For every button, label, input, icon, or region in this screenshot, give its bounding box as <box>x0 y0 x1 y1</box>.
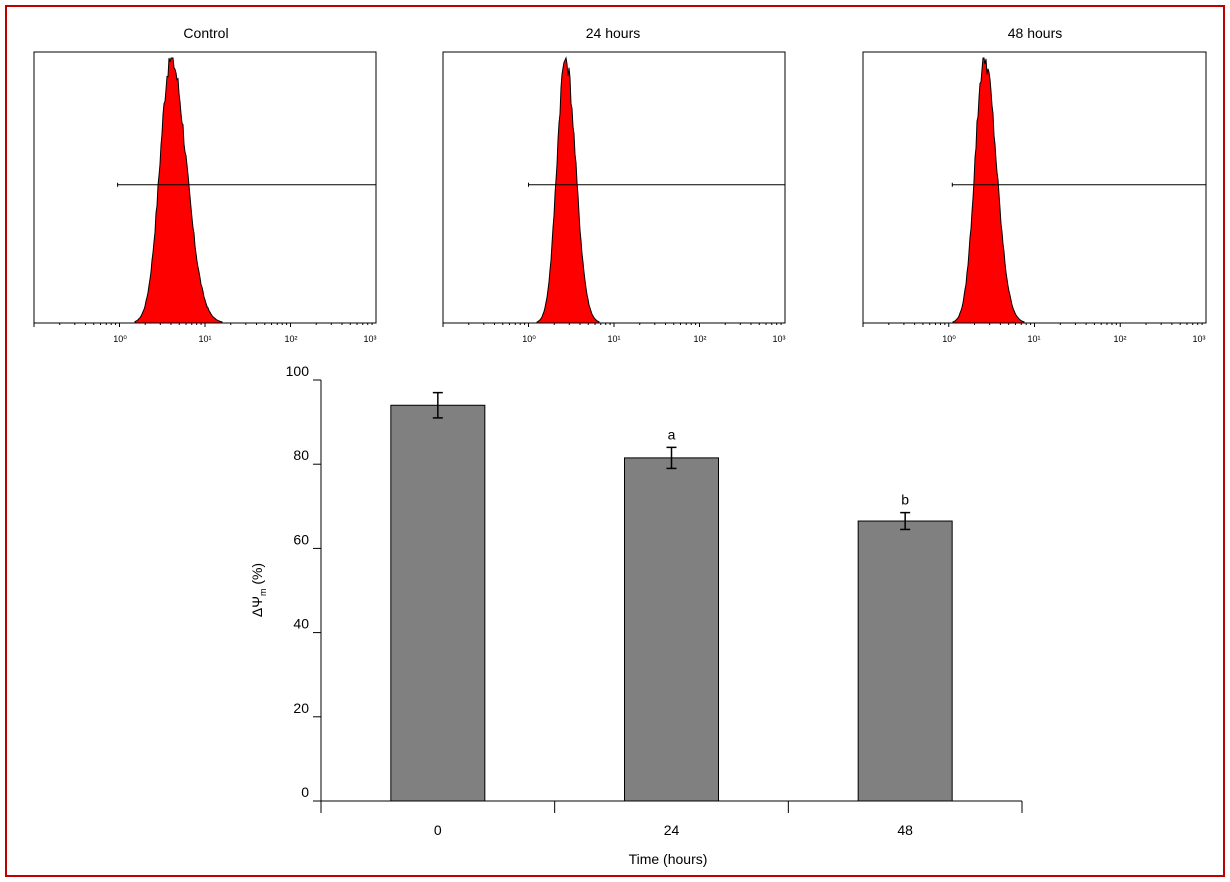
x-tick-label: 48 <box>897 822 913 838</box>
x-tick-label: 0 <box>434 822 442 838</box>
y-tick-label: 100 <box>286 363 310 379</box>
x-axis-ticks <box>320 801 1023 813</box>
histogram-peak <box>536 56 600 324</box>
x-axis-label: Time (hours) <box>629 851 708 867</box>
x-tick-label: 10² <box>693 334 706 344</box>
histogram-frame <box>442 51 786 324</box>
histogram-24-hours: 24 hours 10⁰ 10¹ 10² 10³ <box>442 25 786 344</box>
x-tick-label: 10⁰ <box>113 334 127 344</box>
x-tick-label: 10¹ <box>607 334 620 344</box>
x-tick-label: 10³ <box>363 334 376 344</box>
x-tick-label: 10¹ <box>198 334 211 344</box>
histogram-title: 48 hours <box>1008 25 1062 41</box>
histogram-plot <box>442 56 785 327</box>
x-tick-label: 10¹ <box>1027 334 1040 344</box>
bar-0 <box>390 404 486 802</box>
y-axis-label-main: ΔΨ <box>249 596 265 617</box>
y-tick-label: 0 <box>301 784 309 800</box>
histogram-48-hours: 48 hours 10⁰ 10¹ 10² 10³ <box>862 25 1207 344</box>
significance-label: b <box>901 492 909 508</box>
significance-label: a <box>668 426 676 442</box>
histogram-plot <box>862 57 1206 327</box>
x-tick-label: 10² <box>1113 334 1126 344</box>
histogram-peak <box>134 57 223 324</box>
x-tick-label: 10³ <box>772 334 785 344</box>
x-tick-label: 10⁰ <box>942 334 956 344</box>
x-tick-label: 10³ <box>1192 334 1205 344</box>
bars: 0 a 24 b 48 <box>390 391 953 838</box>
y-axis-label-subscript: m <box>258 589 268 597</box>
y-tick-label: 60 <box>293 531 309 547</box>
histogram-plot <box>33 57 376 327</box>
y-axis-label: ΔΨm (%) <box>249 563 268 617</box>
histogram-peak <box>952 57 1025 324</box>
bar-24 <box>624 457 719 802</box>
x-tick-label: 10⁰ <box>522 334 536 344</box>
histogram-title: Control <box>183 25 228 41</box>
y-axis-ticks: 0 20 40 60 80 100 <box>286 363 321 802</box>
histogram-control: Control 10⁰ 10¹ 10² 10³ <box>33 25 377 344</box>
y-tick-label: 80 <box>293 447 309 463</box>
x-tick-label: 24 <box>664 822 680 838</box>
figure-frame <box>5 5 1225 877</box>
bar-48 <box>857 520 953 802</box>
x-tick-label: 10² <box>284 334 297 344</box>
histogram-title: 24 hours <box>586 25 640 41</box>
bar-chart: 0 20 40 60 80 100 0 a 24 b 48 Time (hours) ΔΨm (%… <box>249 363 1023 867</box>
histogram-frame <box>862 51 1207 324</box>
y-axis-label-suffix: (%) <box>249 563 265 589</box>
y-tick-label: 20 <box>293 700 309 716</box>
histogram-frame <box>33 51 377 324</box>
y-tick-label: 40 <box>293 616 309 632</box>
